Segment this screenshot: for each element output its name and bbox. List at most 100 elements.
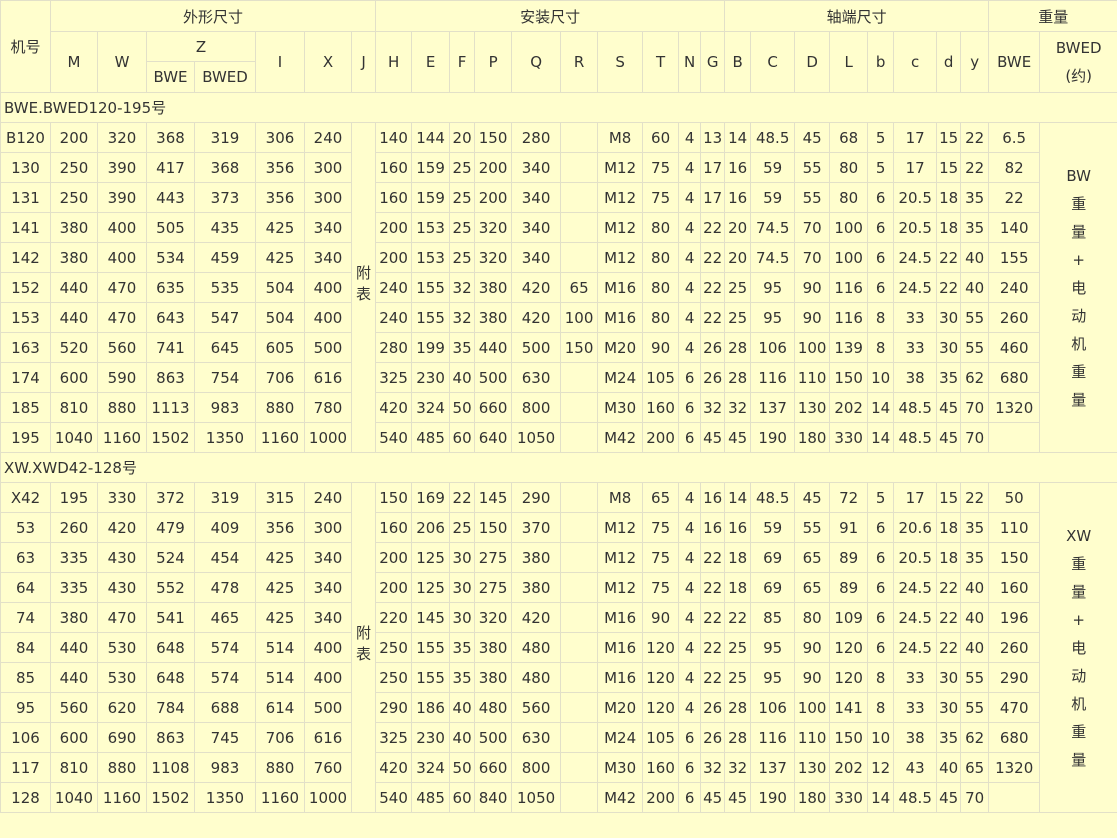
table-cell [560,362,599,393]
table-cell: 275 [474,542,513,573]
table-row: 128 1040 1160 1502 1350 1160 1000 540 485 60 840 10… [0,782,1117,813]
table-cell: 983 [194,392,256,423]
table-cell: 300 [304,152,352,183]
table-row: 84 440 530 648 574 514 400 250 155 35 380 480 M16 120… [0,632,1117,663]
table-cell: 6 [867,182,895,213]
table-cell: 530 [97,632,147,663]
table-cell [560,692,599,723]
table-cell: 95 [750,302,796,333]
table-cell: 74.5 [750,212,796,243]
table-cell: 200 [375,242,413,273]
table-cell: 560 [50,692,98,723]
table-cell: 130 [794,752,831,783]
table-cell: 100 [560,302,599,333]
table-cell: 116 [750,362,796,393]
table-cell: 153 [0,302,51,333]
table-cell: 84 [0,632,51,663]
table-cell: 240 [304,122,352,153]
table-cell: 106 [750,332,796,363]
table-cell: 8 [867,662,895,693]
table-cell: M20 [597,692,644,723]
table-cell: 15 [936,152,962,183]
table-cell: 547 [194,302,256,333]
table-cell: 55 [794,152,831,183]
table-cell: 160 [988,572,1041,603]
table-cell: 4 [678,302,702,333]
table-cell: 70 [960,782,990,813]
table-cell: 22 [936,272,962,303]
table-cell: 22 [936,242,962,273]
table-cell: 100 [794,332,831,363]
table-cell: 560 [511,692,562,723]
table-cell: 80 [642,302,680,333]
table-cell: 69 [750,572,796,603]
weight-note: XW 重量 + 电动机重量 [1039,482,1117,813]
table-cell: 20 [724,212,752,243]
table-cell: 22 [960,122,990,153]
section-title: BWE.BWED120-195号 [0,92,1117,123]
table-cell: 6 [867,632,895,663]
table-cell: 380 [50,212,98,243]
table-cell: 356 [255,512,305,543]
table-cell: 520 [50,332,98,363]
header-cell: Q [511,31,562,93]
table-row: 机号 外形尺寸 安装尺寸 轴端尺寸 重量 [0,0,1117,93]
table-cell: 72 [829,482,869,513]
table-cell: 12 [867,752,895,783]
table-cell [560,182,599,213]
table-cell: 260 [50,512,98,543]
table-cell [988,422,1041,453]
table-cell: 53 [0,512,51,543]
table-cell: M12 [597,542,644,573]
table-row: 185 810 880 1113 983 880 780 420 324 50 660 800 M30 1… [0,392,1117,423]
table-cell: B120 [0,122,51,153]
table-cell: 55 [794,182,831,213]
table-cell: 319 [194,482,256,513]
table-cell: 110 [988,512,1041,543]
table-cell: 90 [794,662,831,693]
table-cell: 25 [449,152,476,183]
table-cell: 616 [304,722,352,753]
table-cell: 504 [255,272,305,303]
text-line: 量 [1071,750,1087,769]
table-cell: 40 [449,692,476,723]
table-cell: 680 [988,722,1041,753]
table-cell: 80 [829,152,869,183]
note-cell: 附表 [350,482,377,813]
header-cell: BWE [988,31,1041,93]
table-cell: 159 [411,152,451,183]
table-cell: 4 [678,662,702,693]
table-cell [560,572,599,603]
table-cell: 16 [724,512,752,543]
table-cell: 6 [678,422,702,453]
table-cell: 33 [893,692,938,723]
table-cell: 454 [194,542,256,573]
table-cell: M42 [597,782,644,813]
table-cell: 25 [449,182,476,213]
table-cell: 660 [474,392,513,423]
table-cell: 155 [411,302,451,333]
table-cell: 185 [0,392,51,423]
header-cell: B [724,31,752,93]
table-cell: 417 [146,152,195,183]
table-cell: 4 [678,482,702,513]
table-cell: 22 [700,662,726,693]
table-row: 63 335 430 524 454 425 340 200 125 30 275 380 M12 75 4… [0,542,1117,573]
header-cell: M [50,31,98,93]
table-cell: 420 [511,602,562,633]
table-cell: 530 [97,662,147,693]
table-cell: 250 [50,152,98,183]
table-cell: 600 [50,362,98,393]
header-cell: L [829,31,869,93]
table-cell: 880 [97,752,147,783]
table-cell: 30 [936,662,962,693]
table-cell: 35 [960,512,990,543]
table-cell: 800 [511,752,562,783]
table-cell: 62 [960,362,990,393]
table-cell: 48.5 [750,482,796,513]
table-cell: 17 [700,182,726,213]
table-cell: 65 [794,572,831,603]
table-cell: 240 [375,272,413,303]
